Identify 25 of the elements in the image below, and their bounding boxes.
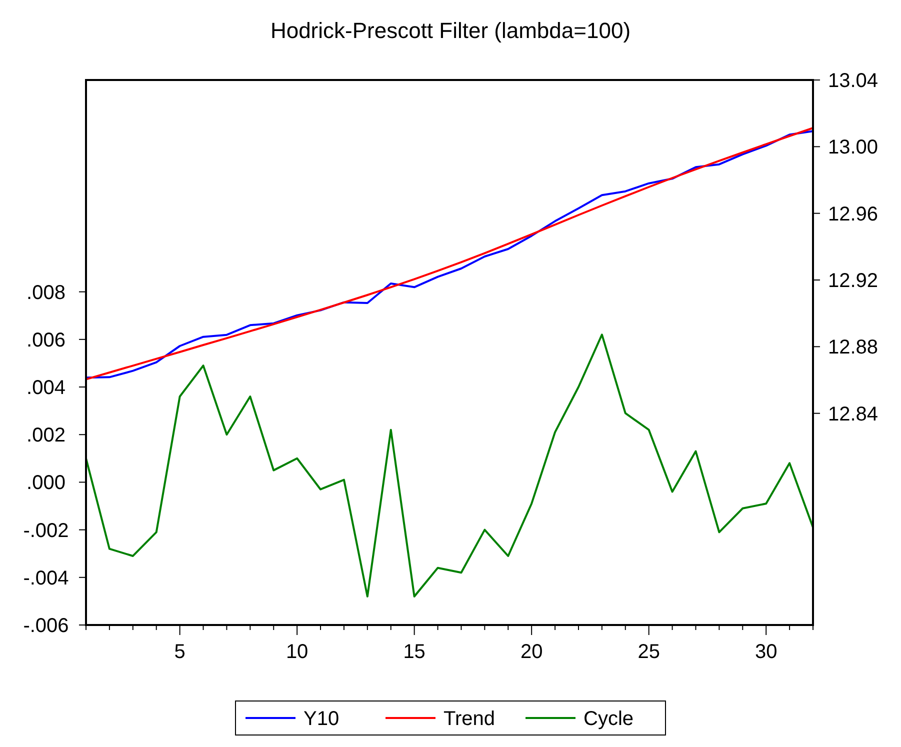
chart-title: Hodrick-Prescott Filter (lambda=100) [270, 18, 631, 43]
y-tick-label: .002 [26, 424, 66, 447]
x-tick-label: 20 [520, 641, 543, 663]
y2-tick-label: 13.04 [828, 70, 878, 92]
x-tick-label: 10 [286, 641, 308, 663]
y-tick-label: -.006 [23, 615, 69, 637]
y-tick-label: -.002 [23, 520, 69, 542]
x-tick-label: 15 [403, 641, 426, 663]
y-tick-label: .008 [26, 282, 66, 304]
y-tick-label: .000 [26, 472, 66, 494]
x-tick-label: 30 [754, 641, 778, 663]
legend-label: Trend [444, 708, 496, 730]
legend-label: Y10 [304, 708, 340, 730]
y2-tick-label: 12.88 [828, 336, 878, 359]
y2-tick-label: 12.96 [828, 203, 878, 226]
y-tick-label: -.004 [23, 567, 69, 590]
y2-tick-label: 13.00 [828, 136, 878, 159]
y-tick-label: .006 [26, 329, 66, 352]
x-tick-label: 5 [174, 641, 186, 663]
legend-label: Cycle [584, 708, 634, 730]
y2-tick-label: 12.84 [828, 403, 878, 426]
y2-tick-label: 12.92 [828, 270, 878, 292]
y-tick-label: .004 [26, 377, 66, 400]
line-series [85, 334, 814, 598]
x-tick-label: 25 [638, 641, 660, 663]
